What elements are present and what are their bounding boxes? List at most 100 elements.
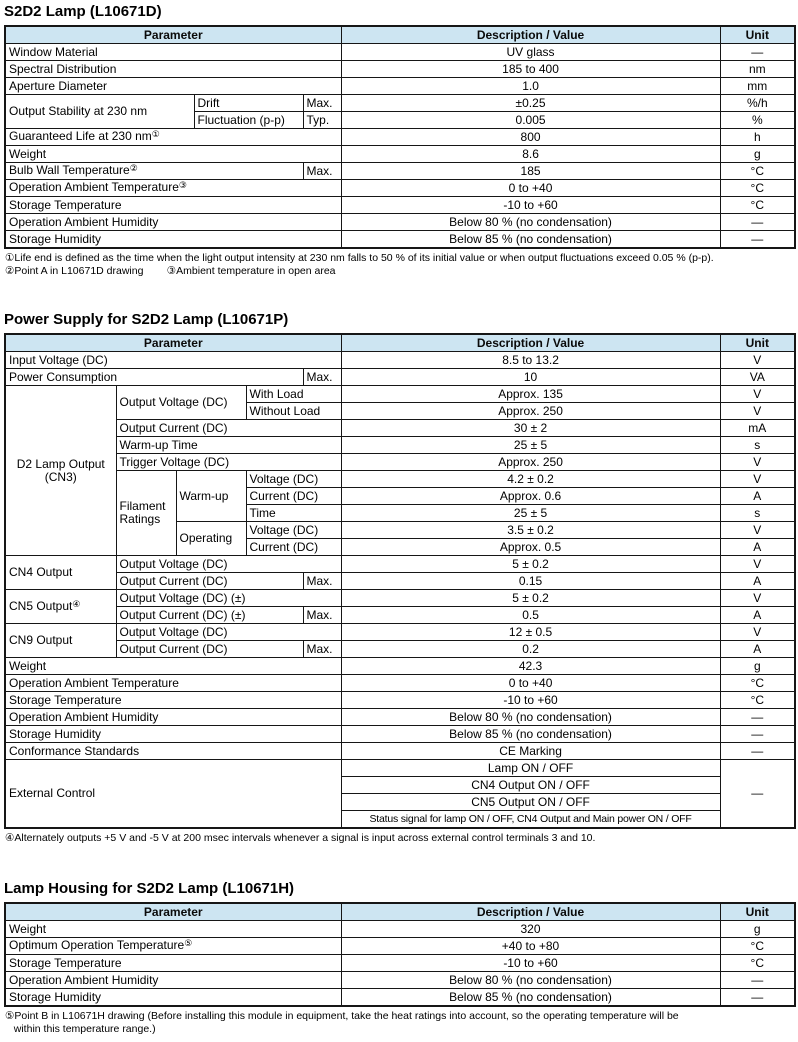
table-cell: — <box>719 230 796 249</box>
table-cell: — <box>719 708 796 726</box>
table-row: Weight 8.6 g <box>4 145 796 163</box>
table-cell: Output Current (DC) <box>115 572 304 590</box>
table-row: Storage Humidity Below 85 % (no condensat… <box>4 988 796 1007</box>
table-cell: V <box>719 453 796 471</box>
table-cell: Approx. 0.6 <box>340 487 721 505</box>
table-cell: s <box>719 504 796 522</box>
table-cell: Max. <box>302 162 342 180</box>
footnote-marker: ① <box>151 129 160 140</box>
table-row: Output Current (DC) Max. 0.2 A <box>5 640 796 658</box>
table-cell: g <box>719 920 796 938</box>
table-row: Storage Temperature -10 to +60 °C <box>4 691 796 709</box>
table-cell: Weight <box>4 920 342 938</box>
table-cell: 4.2 ± 0.2 <box>340 470 721 488</box>
table-cell: Below 80 % (no condensation) <box>340 213 721 231</box>
table-cell: 1.0 <box>340 77 721 95</box>
table-row: Bulb Wall Temperature② Max. 185 °C <box>4 162 796 180</box>
table-cell: Operation Ambient Temperature <box>4 674 342 692</box>
table-cell: -10 to +60 <box>340 691 721 709</box>
table-cell: %/h <box>719 94 796 112</box>
table-row: CN5 Output④ Output Voltage (DC) (±) 5 ± 0.… <box>4 589 796 624</box>
table-cell: Output Voltage (DC) <box>115 555 342 573</box>
table-cell: V <box>719 385 796 403</box>
table-cell: -10 to +60 <box>340 954 721 972</box>
table-cell: A <box>719 640 796 658</box>
table-cell: Typ. <box>302 111 342 129</box>
table-cell: Operation Ambient Temperature③ <box>4 179 342 197</box>
table-cell: mm <box>719 77 796 95</box>
column-header: Unit <box>719 25 796 44</box>
table-cell: °C <box>719 179 796 197</box>
table-cell: Output Voltage (DC) (±) <box>115 589 342 607</box>
table-cell: nm <box>719 60 796 78</box>
table-cell: 12 ± 0.5 <box>340 623 721 641</box>
table-cell: VA <box>719 368 796 386</box>
table-cell: Trigger Voltage (DC) <box>115 453 342 471</box>
table-row: Output Current (DC) (±) Max. 0.5 A <box>5 606 796 624</box>
table-cell: Approx. 135 <box>340 385 721 403</box>
table-cell: Output Current (DC) (±) <box>115 606 304 624</box>
table-cell: 0 to +40 <box>340 674 721 692</box>
table-cell: Max. <box>302 640 342 658</box>
table-cell: Optimum Operation Temperature⑤ <box>4 937 342 955</box>
table-cell: Drift <box>193 94 304 112</box>
table-cell: D2 Lamp Output (CN3) <box>4 385 117 556</box>
table-cell: Max. <box>302 94 342 112</box>
table-row: CN5 Output ON / OFF <box>5 793 795 811</box>
table-row: Weight 320 g <box>4 920 796 938</box>
table-row: Trigger Voltage (DC) Approx. 250 V <box>5 453 796 471</box>
table-cell: Current (DC) <box>245 538 342 556</box>
section-power-supply: Power Supply for S2D2 Lamp (L10671P) Par… <box>4 311 797 845</box>
section-title: Lamp Housing for S2D2 Lamp (L10671H) <box>4 880 295 897</box>
table-row: Storage Humidity Below 85 % (no condensat… <box>4 230 796 249</box>
power-supply-spec-table: Parameter Description / Value Unit Input Vo… <box>4 333 797 829</box>
table-cell: 3.5 ± 0.2 <box>340 521 721 539</box>
table-cell: °C <box>719 691 796 709</box>
table-cell: Fluctuation (p-p) <box>193 111 304 129</box>
table-cell: Below 85 % (no condensation) <box>340 988 721 1007</box>
table-cell: — <box>719 742 796 760</box>
footnote: ⑤Point B in L10671H drawing (Before inst… <box>5 1010 679 1035</box>
table-cell: Weight <box>4 657 342 675</box>
table-cell: Operation Ambient Humidity <box>4 708 342 726</box>
table-cell: With Load <box>245 385 342 403</box>
footnotes: ①Life end is defined as the time when th… <box>5 252 794 278</box>
table-cell: Conformance Standards <box>4 742 342 760</box>
footnote: ②Point A in L10671D drawing ③Ambient tem… <box>5 265 336 277</box>
section-s2d2-lamp: S2D2 Lamp (L10671D) Parameter Description… <box>4 3 797 278</box>
table-cell: CN9 Output <box>4 623 117 658</box>
footnote-marker: ④ <box>72 598 81 609</box>
table-cell: — <box>719 759 796 829</box>
table-cell: 0.15 <box>340 572 721 590</box>
table-cell: °C <box>719 937 796 955</box>
table-cell: V <box>719 402 796 420</box>
table-cell: — <box>719 988 796 1007</box>
section-lamp-housing: Lamp Housing for S2D2 Lamp (L10671H) Par… <box>4 880 796 1036</box>
column-header: Description / Value <box>340 902 721 921</box>
table-cell: V <box>719 521 796 539</box>
table-cell: V <box>719 555 796 573</box>
table-cell: CN5 Output④ <box>4 589 117 624</box>
header-row: Parameter Description / Value Unit <box>4 902 796 921</box>
table-row: Storage Humidity Below 85 % (no condensat… <box>4 725 796 743</box>
table-cell: °C <box>719 162 796 180</box>
table-cell: Spectral Distribution <box>4 60 342 78</box>
header-row: Parameter Description / Value Unit <box>4 333 796 352</box>
table-row: CN4 Output Output Voltage (DC) 5 ± 0.2 V <box>4 555 796 590</box>
table-cell: CN5 Output ON / OFF <box>340 793 721 811</box>
table-cell: Bulb Wall Temperature② <box>4 162 304 180</box>
table-cell: 30 ± 2 <box>340 419 721 437</box>
table-row: Output Current (DC) Max. 0.15 A <box>5 572 796 590</box>
table-row: CN9 Output Output Voltage (DC) 12 ± 0.5 V <box>4 623 796 658</box>
table-cell: Approx. 0.5 <box>340 538 721 556</box>
table-row: Operation Ambient Temperature 0 to +40 °C <box>4 674 796 692</box>
table-cell: g <box>719 657 796 675</box>
table-row: Power Consumption Max. 10 VA <box>4 368 796 386</box>
table-row: Output Stability at 230 nm Drift Max. ±0.25… <box>4 94 796 129</box>
table-cell: — <box>719 213 796 231</box>
section-title: Power Supply for S2D2 Lamp (L10671P) <box>4 311 289 328</box>
footnotes: ⑤Point B in L10671H drawing (Before inst… <box>5 1010 794 1036</box>
table-cell: 800 <box>340 128 721 146</box>
table-cell: Max. <box>302 572 342 590</box>
